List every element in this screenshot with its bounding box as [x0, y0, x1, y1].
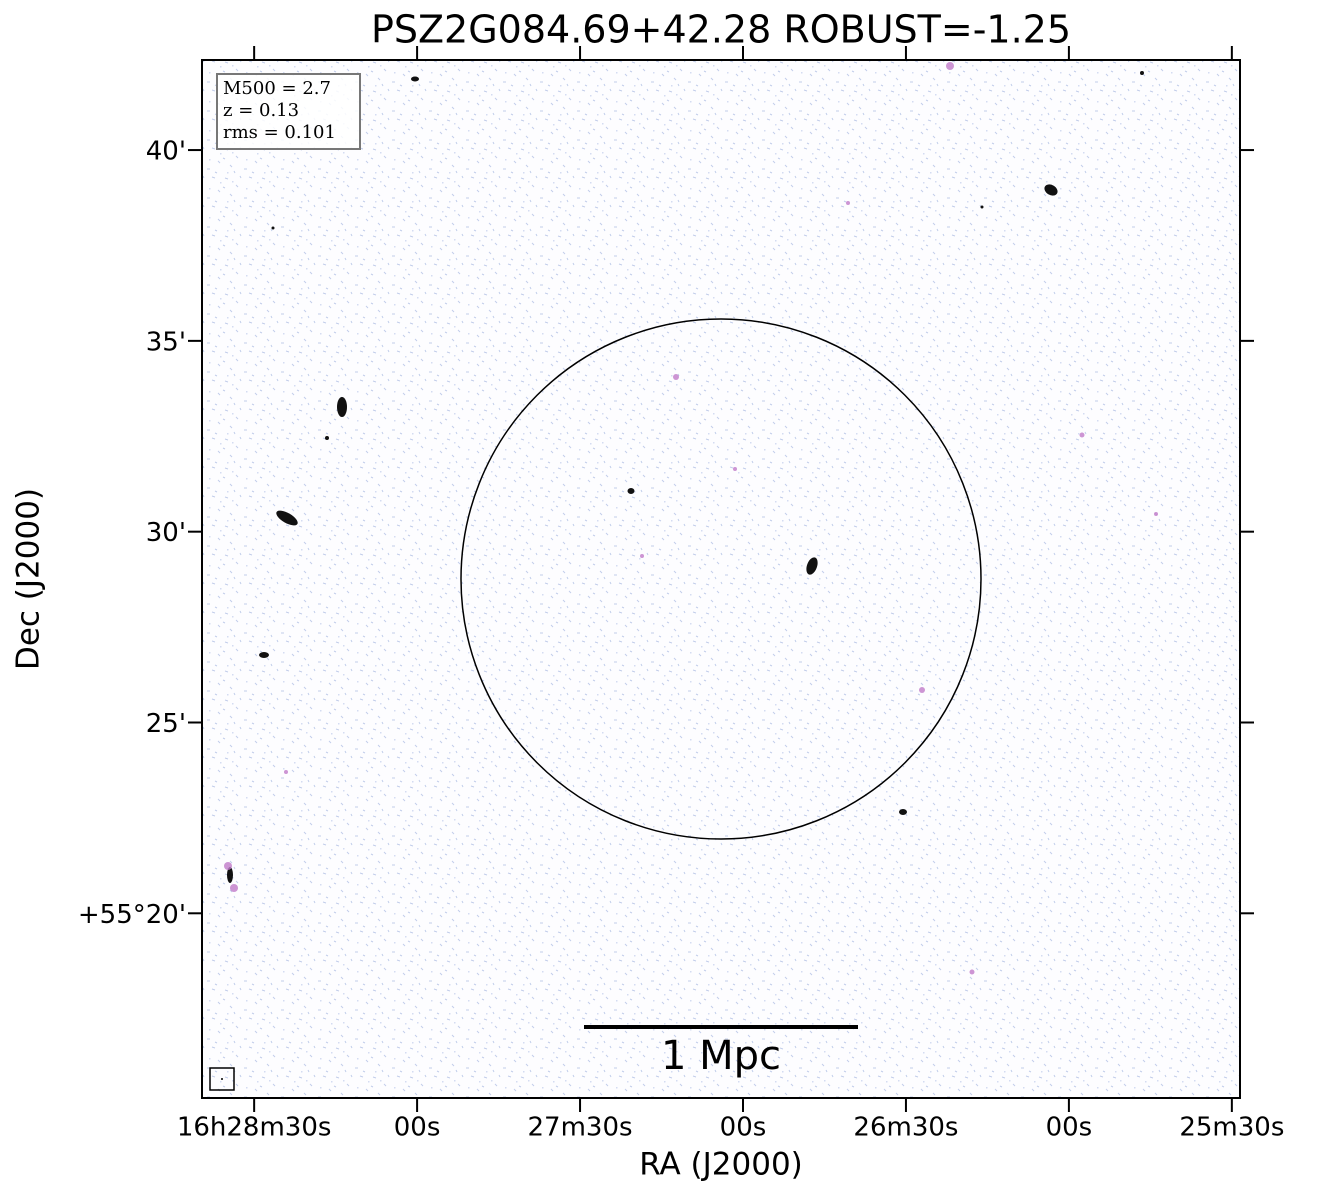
y-axis-label: Dec (J2000)	[11, 488, 47, 670]
annotation-box	[216, 73, 361, 150]
x-tick-label: 26m30s	[853, 1113, 958, 1143]
x-tick-label: 00s	[720, 1113, 767, 1143]
y-tick-label: 30'	[146, 518, 186, 548]
y-tick-label: +55°20'	[78, 900, 186, 930]
frame	[201, 59, 1241, 1099]
faint-sources	[224, 62, 1158, 975]
x-tick-label: 25m30s	[1179, 1113, 1284, 1143]
r500-circle	[460, 318, 982, 840]
beam-box	[209, 1067, 235, 1091]
x-tick-label: 16h28m30s	[177, 1113, 332, 1143]
y-tick-label: 35'	[146, 327, 186, 357]
chart-title: PSZ2G084.69+42.28 ROBUST=-1.25	[371, 8, 1071, 52]
y-tick-label: 40'	[146, 137, 186, 167]
x-tick-label: 00s	[394, 1113, 441, 1143]
beam	[221, 1078, 223, 1080]
x-axis-label: RA (J2000)	[639, 1147, 803, 1183]
sources	[227, 71, 1144, 883]
x-tick-label: 27m30s	[528, 1113, 633, 1143]
annotation: z = 0.13	[223, 100, 299, 121]
annotation: M500 = 2.7	[223, 78, 331, 99]
x-tick-label: 00s	[1046, 1113, 1093, 1143]
image-noise	[202, 60, 1240, 1098]
scale-bar-label: 1 Mpc	[661, 1033, 781, 1079]
annotation: rms = 0.101	[223, 122, 336, 143]
y-tick-label: 25'	[146, 709, 186, 739]
